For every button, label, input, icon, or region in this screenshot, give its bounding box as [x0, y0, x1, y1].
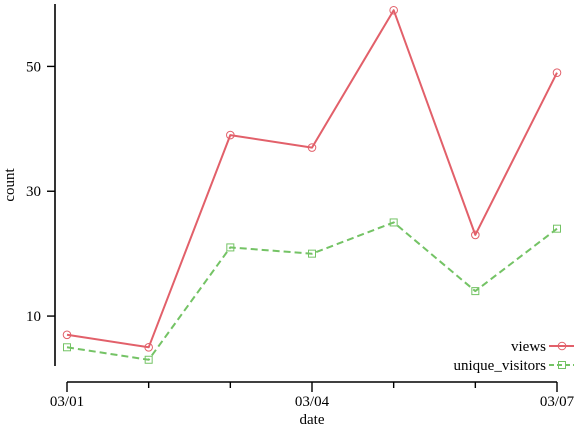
data-point — [471, 230, 480, 240]
series-line — [66, 221, 558, 361]
x-tick-label: 03/01 — [50, 394, 84, 410]
data-point — [144, 355, 153, 364]
data-point — [144, 342, 153, 352]
x-tick-label: 03/07 — [540, 394, 575, 410]
x-axis-ticks: 03/01 03/04 03/07 — [50, 382, 575, 410]
legend-label: unique_visitors — [454, 358, 547, 374]
series-line — [66, 9, 558, 349]
data-point — [62, 330, 72, 340]
legend-label: views — [511, 339, 546, 355]
x-axis-title: date — [300, 412, 325, 428]
data-point — [553, 224, 561, 233]
data-point — [389, 5, 398, 15]
series-views — [62, 5, 562, 352]
data-point — [307, 143, 317, 152]
data-point — [308, 249, 316, 258]
data-point — [389, 218, 398, 227]
x-tick-label: 03/04 — [295, 394, 330, 410]
series-unique-visitors — [63, 218, 561, 364]
data-point — [226, 243, 235, 252]
y-axis-ticks: 10 30 50 — [26, 59, 55, 325]
legend-marker — [557, 341, 567, 351]
y-axis-title: count — [2, 168, 18, 202]
data-point — [63, 343, 71, 352]
y-tick-label: 50 — [26, 59, 41, 75]
data-point — [471, 287, 480, 296]
legend-marker — [558, 361, 566, 369]
series-group — [62, 5, 562, 364]
legend: views unique_visitors — [454, 339, 574, 374]
data-point — [226, 130, 235, 140]
y-tick-label: 30 — [26, 184, 41, 200]
data-point — [552, 68, 562, 77]
y-tick-label: 10 — [26, 309, 41, 325]
